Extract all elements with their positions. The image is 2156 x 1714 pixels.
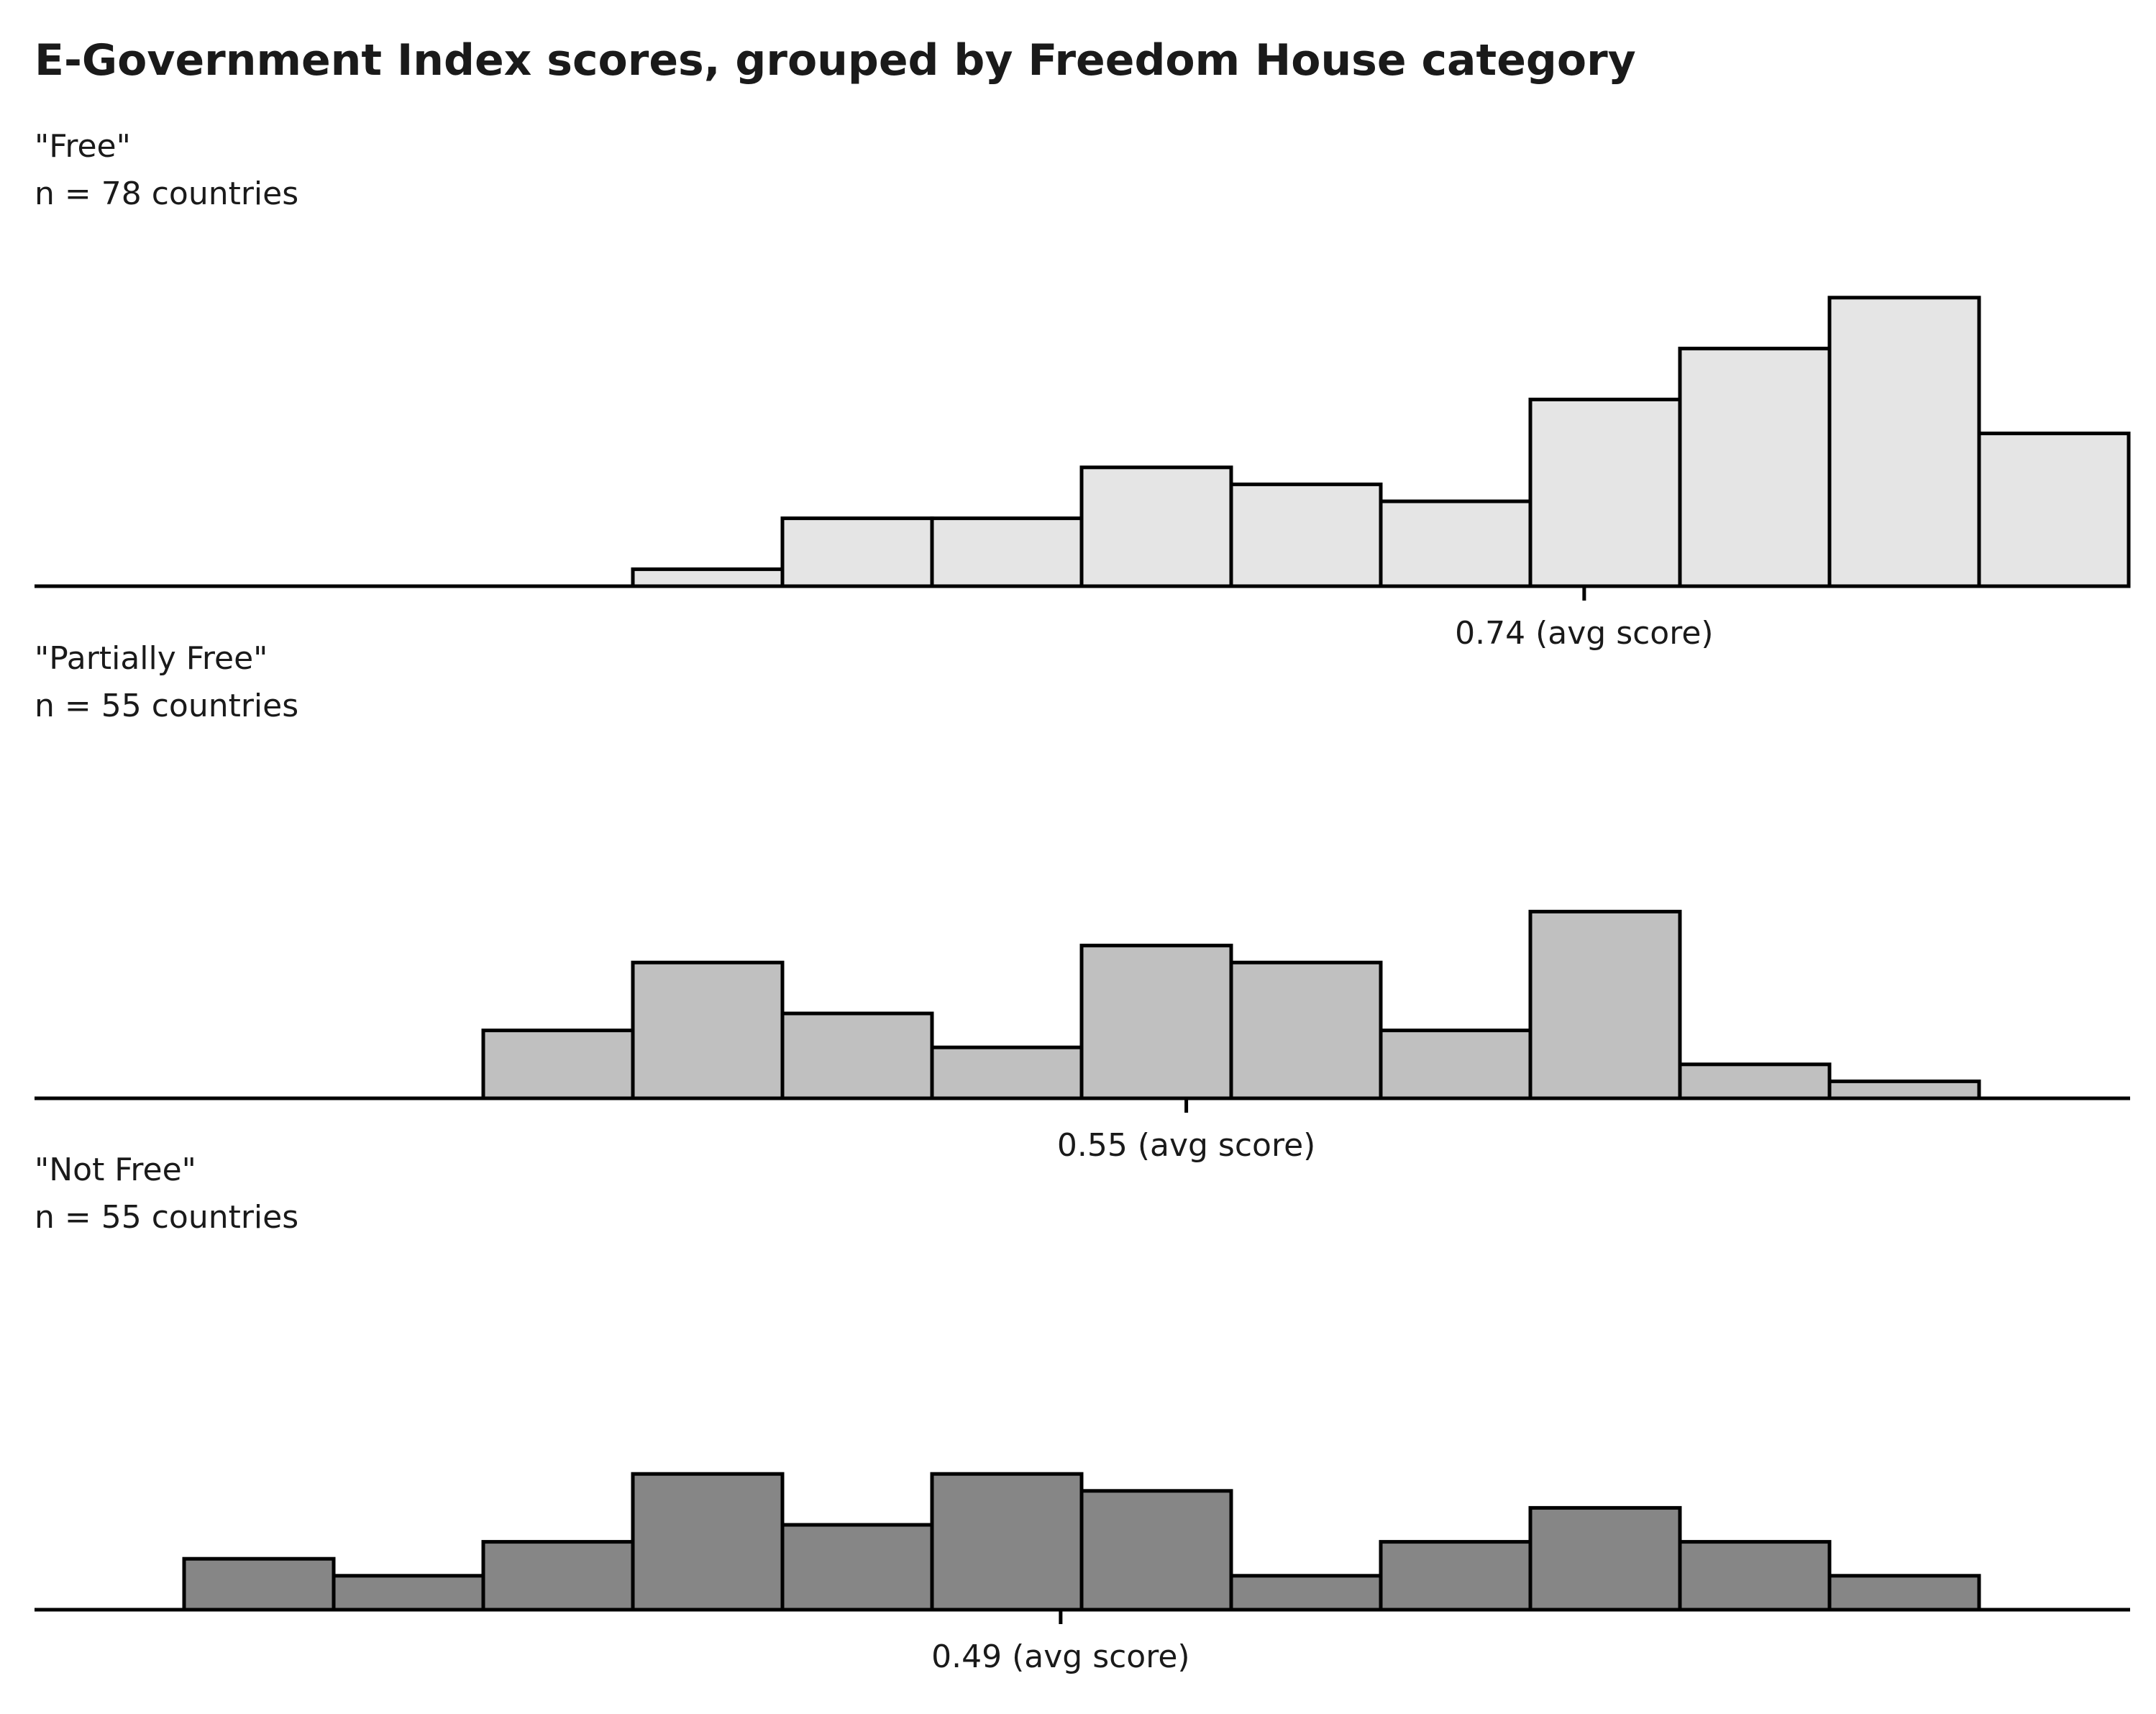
mean-score-label: 0.49 (avg score) xyxy=(931,1638,1189,1675)
panel-category-label: "Partially Free" xyxy=(35,640,268,677)
histogram-bar xyxy=(1678,1540,1832,1612)
histogram-bar xyxy=(1528,1505,1682,1612)
panel-count-label: n = 55 countries xyxy=(35,1199,298,1236)
histogram-bar xyxy=(930,516,1084,588)
histogram-bar xyxy=(780,1523,934,1612)
panel-count-label: n = 78 countries xyxy=(35,175,298,212)
histogram-bar xyxy=(780,1011,934,1100)
histogram-panel: "Partially Free" n = 55 countries 0.55 (av… xyxy=(35,640,2130,1164)
histogram-bar xyxy=(1678,347,1832,588)
histogram-bar xyxy=(930,1472,1084,1612)
histogram-bar xyxy=(1079,1489,1233,1612)
histogram-panel: "Free" n = 78 countries 0.74 (avg score) xyxy=(35,128,2131,652)
histogram-bar xyxy=(481,1540,635,1612)
histogram-bar xyxy=(1229,482,1383,588)
histogram-panel: "Not Free" n = 55 countries 0.49 (avg scor… xyxy=(35,1152,2130,1675)
histogram-bar xyxy=(1379,1540,1533,1612)
mean-score-label: 0.55 (avg score) xyxy=(1057,1127,1315,1164)
histogram-bar xyxy=(1379,499,1533,588)
histogram-bar xyxy=(1827,1079,1981,1100)
histogram-bar xyxy=(1827,296,1981,588)
mean-score-label: 0.74 (avg score) xyxy=(1455,615,1713,652)
panel-count-label: n = 55 countries xyxy=(35,688,298,724)
histogram-bar xyxy=(1827,1574,1981,1612)
histogram-bar xyxy=(631,960,785,1100)
histogram-bar xyxy=(631,1472,785,1612)
histogram-bar xyxy=(930,1045,1084,1100)
histogram-bar xyxy=(481,1029,635,1100)
histogram-bar xyxy=(1229,1574,1383,1612)
histogram-bar xyxy=(1977,432,2131,588)
chart-title: E-Government Index scores, grouped by Fr… xyxy=(35,35,1636,86)
histogram-bar xyxy=(1379,1029,1533,1100)
histogram-bar xyxy=(1079,944,1233,1100)
histogram-bar xyxy=(182,1556,336,1612)
histogram-bar xyxy=(780,516,934,588)
histogram-bar xyxy=(1528,909,1682,1100)
histogram-bar xyxy=(332,1574,485,1612)
panel-category-label: "Free" xyxy=(35,128,131,165)
histogram-bar xyxy=(1678,1062,1832,1100)
histogram-bar xyxy=(631,567,785,588)
histogram-bar xyxy=(1079,465,1233,588)
histogram-bar xyxy=(1229,960,1383,1100)
panel-category-label: "Not Free" xyxy=(35,1152,196,1188)
histogram-bar xyxy=(1528,397,1682,588)
